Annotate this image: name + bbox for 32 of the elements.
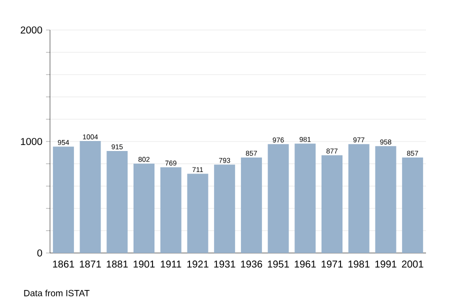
x-tick-label: 1931 [214, 260, 236, 268]
x-tick-label: 1861 [53, 260, 74, 268]
bar [80, 141, 101, 253]
text: Data from ISTAT [24, 290, 90, 296]
bar [375, 146, 396, 253]
y-tick-label: 1000 [21, 138, 42, 146]
bar [348, 144, 370, 253]
x-tick-label: 1921 [187, 260, 208, 268]
x-tick-label: 1936 [241, 260, 262, 268]
x-tick-label: 2001 [402, 260, 424, 268]
x-tick-label: 1981 [348, 260, 370, 268]
bar [187, 174, 208, 253]
x-tick-label: 1971 [322, 260, 343, 268]
x-tick-label: 1961 [294, 260, 316, 268]
bar [52, 146, 74, 253]
y-tick-label: 2000 [20, 26, 42, 34]
bar [240, 157, 262, 253]
x-tick-label: 1991 [375, 260, 396, 268]
x-tick-label: 1871 [80, 260, 101, 268]
bar [106, 150, 128, 253]
bar [134, 164, 155, 253]
x-tick-label: 1911 [160, 260, 182, 268]
bar [322, 155, 343, 253]
x-tick-label: 1881 [106, 260, 128, 268]
bar [214, 164, 236, 253]
bar [268, 144, 289, 253]
y-tick-label: 0 [37, 249, 42, 257]
bar [294, 144, 316, 253]
bar [402, 157, 424, 253]
bar [160, 167, 182, 253]
x-tick-label: 1951 [268, 260, 289, 268]
x-tick-label: 1901 [134, 260, 155, 268]
